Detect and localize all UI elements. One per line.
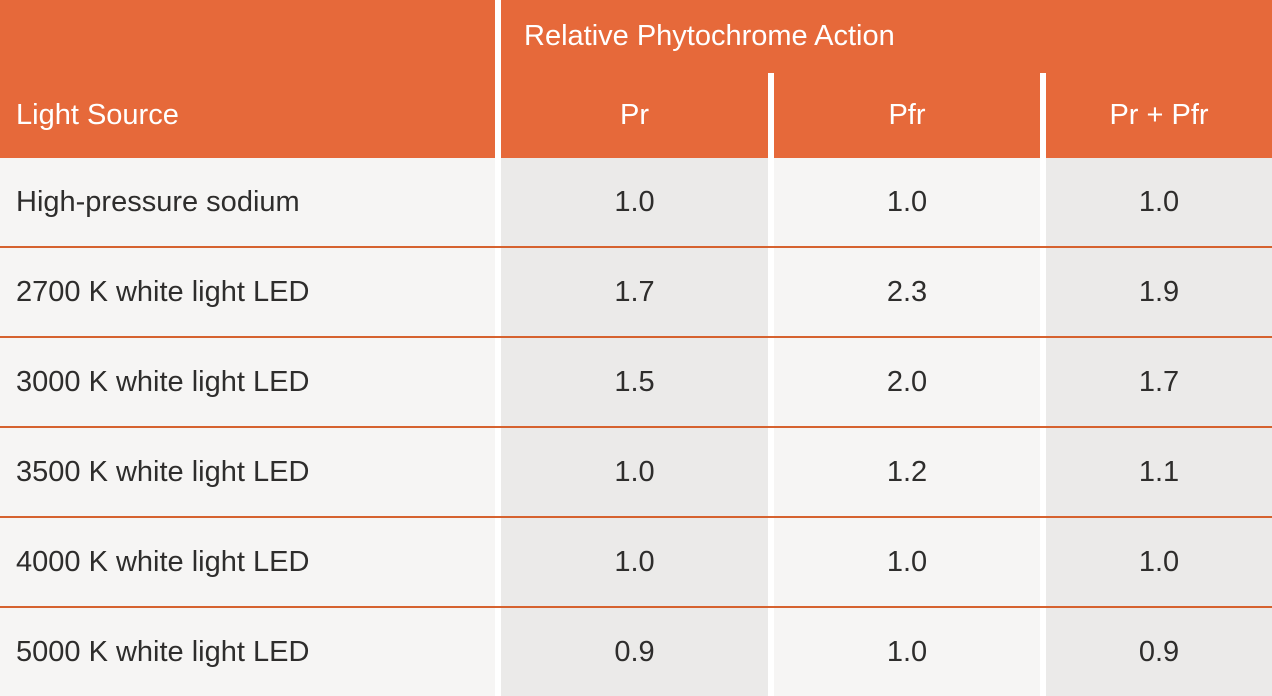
pfr-value-cell: 1.2 <box>774 428 1040 516</box>
light-source-label: 3000 K white light LED <box>16 365 310 398</box>
pfr-value-cell: 1.0 <box>774 608 1040 696</box>
column-divider <box>768 338 774 426</box>
pr-value: 1.0 <box>614 455 655 488</box>
pr-value: 0.9 <box>614 635 655 668</box>
pr-value: 1.0 <box>614 185 655 218</box>
column-divider <box>768 428 774 516</box>
column-divider <box>495 248 501 336</box>
pfr-header-label: Pfr <box>888 99 926 131</box>
pr-value-cell: 1.0 <box>501 518 768 606</box>
pr-value-cell: 1.0 <box>501 158 768 246</box>
pfr-value-cell: 2.0 <box>774 338 1040 426</box>
table-row: 3000 K white light LED 1.5 2.0 1.7 <box>0 336 1272 426</box>
column-divider <box>1040 73 1046 158</box>
column-divider <box>768 608 774 696</box>
column-divider <box>768 518 774 606</box>
pfr-value: 1.0 <box>886 545 928 578</box>
column-divider <box>1040 428 1046 516</box>
pr-plus-pfr-column-header: Pr + Pfr <box>1046 73 1272 158</box>
light-source-cell: 5000 K white light LED <box>0 608 495 696</box>
pfr-value-cell: 2.3 <box>774 248 1040 336</box>
column-divider <box>1040 248 1046 336</box>
pr-plus-pfr-value: 1.9 <box>1138 275 1180 308</box>
light-source-label: High-pressure sodium <box>16 185 300 218</box>
column-divider <box>1040 338 1046 426</box>
pr-plus-pfr-value: 1.0 <box>1138 185 1180 218</box>
column-divider <box>495 428 501 516</box>
pr-plus-pfr-value-cell: 1.9 <box>1046 248 1272 336</box>
pfr-column-header: Pfr <box>774 73 1040 158</box>
light-source-label: 4000 K white light LED <box>16 545 310 578</box>
light-source-header-cell: Light Source <box>0 0 495 158</box>
column-divider <box>495 518 501 606</box>
light-source-label: 3500 K white light LED <box>16 455 310 488</box>
pr-plus-pfr-value: 1.1 <box>1138 455 1180 488</box>
column-divider <box>768 73 774 158</box>
table-row: 5000 K white light LED 0.9 1.0 0.9 <box>0 606 1272 696</box>
pr-value: 1.0 <box>614 545 655 578</box>
light-source-label: 5000 K white light LED <box>16 635 310 668</box>
pfr-value: 1.0 <box>886 635 928 668</box>
pr-value-cell: 1.7 <box>501 248 768 336</box>
pr-value: 1.5 <box>614 365 655 398</box>
column-divider <box>495 338 501 426</box>
pr-plus-pfr-value: 1.7 <box>1138 365 1180 398</box>
phytochrome-header-group: Relative Phytochrome Action Pr Pfr Pr + … <box>501 0 1272 158</box>
pfr-value: 2.0 <box>886 365 928 398</box>
pr-plus-pfr-value-cell: 1.1 <box>1046 428 1272 516</box>
light-source-cell: 2700 K white light LED <box>0 248 495 336</box>
light-source-label: 2700 K white light LED <box>16 275 310 308</box>
column-divider <box>1040 608 1046 696</box>
pr-value-cell: 1.5 <box>501 338 768 426</box>
pfr-value-cell: 1.0 <box>774 518 1040 606</box>
light-source-header-label: Light Source <box>16 99 179 131</box>
table-row: 4000 K white light LED 1.0 1.0 1.0 <box>0 516 1272 606</box>
table-row: 3500 K white light LED 1.0 1.2 1.1 <box>0 426 1272 516</box>
pr-value-cell: 0.9 <box>501 608 768 696</box>
column-divider <box>1040 158 1046 246</box>
merged-header-label: Relative Phytochrome Action <box>524 20 895 52</box>
light-source-cell: High-pressure sodium <box>0 158 495 246</box>
light-source-cell: 3000 K white light LED <box>0 338 495 426</box>
column-divider <box>1040 518 1046 606</box>
column-divider <box>495 608 501 696</box>
pr-value: 1.7 <box>614 275 655 308</box>
table-row: 2700 K white light LED 1.7 2.3 1.9 <box>0 246 1272 336</box>
pr-column-header: Pr <box>501 73 768 158</box>
merged-header-cell: Relative Phytochrome Action <box>501 0 1272 73</box>
pr-value-cell: 1.0 <box>501 428 768 516</box>
pr-header-label: Pr <box>620 99 649 131</box>
column-divider <box>768 248 774 336</box>
pr-plus-pfr-value: 1.0 <box>1138 545 1180 578</box>
column-divider <box>495 0 501 158</box>
pfr-value: 1.2 <box>886 455 928 488</box>
light-source-cell: 4000 K white light LED <box>0 518 495 606</box>
pr-plus-pfr-value-cell: 1.0 <box>1046 518 1272 606</box>
pfr-value-cell: 1.0 <box>774 158 1040 246</box>
pr-plus-pfr-value-cell: 1.0 <box>1046 158 1272 246</box>
column-divider <box>495 158 501 246</box>
pfr-value: 2.3 <box>886 275 928 308</box>
subheader-row: Pr Pfr Pr + Pfr <box>501 73 1272 158</box>
table-header: Light Source Relative Phytochrome Action… <box>0 0 1272 158</box>
pr-plus-pfr-header-label: Pr + Pfr <box>1109 99 1209 131</box>
table-body: High-pressure sodium 1.0 1.0 1.0 2700 K … <box>0 158 1272 696</box>
table-row: High-pressure sodium 1.0 1.0 1.0 <box>0 158 1272 246</box>
pr-plus-pfr-value: 0.9 <box>1138 635 1180 668</box>
pr-plus-pfr-value-cell: 0.9 <box>1046 608 1272 696</box>
column-divider <box>768 158 774 246</box>
pr-plus-pfr-value-cell: 1.7 <box>1046 338 1272 426</box>
pfr-value: 1.0 <box>886 185 928 218</box>
light-source-cell: 3500 K white light LED <box>0 428 495 516</box>
